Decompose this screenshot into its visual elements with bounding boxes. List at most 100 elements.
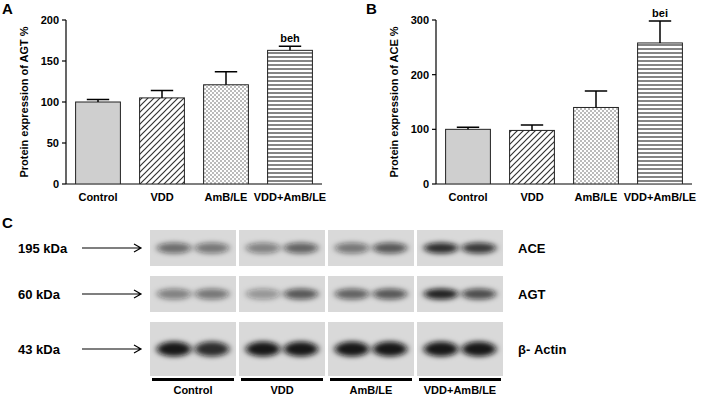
blot-strip	[417, 230, 503, 266]
y-axis	[435, 20, 436, 184]
x-tick-label: VDD+AmB/LE	[624, 191, 696, 203]
y-tick	[62, 142, 66, 143]
group-bar	[241, 378, 323, 381]
row-label: β- Actin	[518, 342, 566, 357]
bar	[204, 85, 249, 184]
x-tick-label: VDD	[520, 191, 543, 203]
band	[424, 243, 458, 254]
bars	[446, 21, 683, 184]
error-bar	[279, 46, 301, 50]
y-tick	[62, 60, 66, 61]
bar	[446, 129, 491, 184]
y-tick	[432, 183, 436, 184]
band	[373, 342, 407, 357]
panel-label: C	[2, 214, 13, 231]
group-label: VDD+AmB/LE	[424, 384, 496, 396]
panel-label: B	[366, 0, 377, 17]
y-tick-label: 100	[41, 96, 59, 108]
x-tick-label: Control	[448, 191, 487, 203]
band	[462, 342, 496, 357]
blot-strip	[328, 230, 414, 266]
row-label: ACE	[518, 241, 546, 256]
y-axis-title: Protein expression of ACE %	[388, 26, 400, 177]
band	[284, 289, 318, 300]
size-label: 195 kDa	[18, 241, 68, 256]
band	[373, 289, 407, 300]
bar	[574, 107, 619, 184]
blot-strip	[239, 276, 325, 312]
blot-strip	[417, 276, 503, 312]
band	[335, 342, 369, 357]
bar	[638, 43, 683, 184]
x-tick-label: VDD	[150, 191, 173, 203]
blot-strip	[328, 276, 414, 312]
band	[157, 342, 191, 357]
x-tick-label: VDD+AmB/LE	[254, 191, 326, 203]
annotation: beh	[280, 32, 300, 44]
error-bar	[215, 72, 237, 85]
y-tick-label: 0	[423, 178, 429, 190]
group-bar	[152, 378, 234, 381]
blot-panel: C Control VDD AmB/LE VDD+AmB/LE 195 kDa ACE 60 …	[2, 214, 566, 396]
y-tick	[432, 74, 436, 75]
band	[373, 243, 407, 254]
group-bar	[419, 378, 501, 381]
bar	[268, 50, 313, 184]
band	[246, 342, 280, 357]
error-bar	[87, 100, 109, 102]
blot-strip	[150, 230, 236, 266]
band	[157, 289, 191, 300]
error-bar	[457, 127, 479, 129]
group-label: Control	[173, 384, 212, 396]
band	[424, 289, 458, 300]
band	[462, 243, 496, 254]
blot-strip	[150, 276, 236, 312]
arrow	[82, 290, 141, 298]
band	[462, 289, 496, 300]
band	[246, 243, 280, 254]
bar	[510, 130, 555, 184]
bars	[76, 46, 313, 184]
band	[195, 342, 229, 357]
chart-panel: B0100200300Protein expression of ACE %Co…	[366, 0, 696, 203]
band	[195, 289, 229, 300]
error-bar	[521, 125, 543, 130]
bar	[140, 98, 185, 184]
x-tick-label: Control	[78, 191, 117, 203]
y-tick-label: 200	[411, 69, 429, 81]
group-label: AmB/LE	[350, 384, 393, 396]
group-label: VDD	[270, 384, 293, 396]
blot-strip	[150, 322, 236, 376]
band	[195, 243, 229, 254]
band	[335, 243, 369, 254]
error-bar	[151, 91, 173, 98]
bar	[76, 102, 121, 184]
blot-strip	[328, 322, 414, 376]
y-tick	[432, 19, 436, 20]
y-tick	[62, 183, 66, 184]
chart-panel: A050100150200Protein expression of AGT %…	[2, 0, 326, 203]
band	[284, 342, 318, 357]
band	[284, 243, 318, 254]
band	[335, 289, 369, 300]
y-tick	[432, 129, 436, 130]
blot-strip	[239, 322, 325, 376]
annotation: bei	[652, 7, 668, 19]
row-label: AGT	[518, 287, 546, 302]
x-tick-label: AmB/LE	[575, 191, 618, 203]
y-tick-label: 50	[47, 137, 59, 149]
y-tick	[62, 19, 66, 20]
blot-strip	[417, 322, 503, 376]
y-tick-label: 0	[53, 178, 59, 190]
x-tick-label: AmB/LE	[205, 191, 248, 203]
band	[157, 243, 191, 254]
size-label: 60 kDa	[18, 287, 61, 302]
group-bar	[330, 378, 412, 381]
figure: A050100150200Protein expression of AGT %…	[0, 0, 721, 398]
blot-strip	[239, 230, 325, 266]
panel-label: A	[2, 0, 13, 17]
arrow	[82, 244, 141, 252]
error-bar	[585, 91, 607, 107]
y-tick-label: 100	[411, 123, 429, 135]
error-bar	[649, 21, 671, 43]
